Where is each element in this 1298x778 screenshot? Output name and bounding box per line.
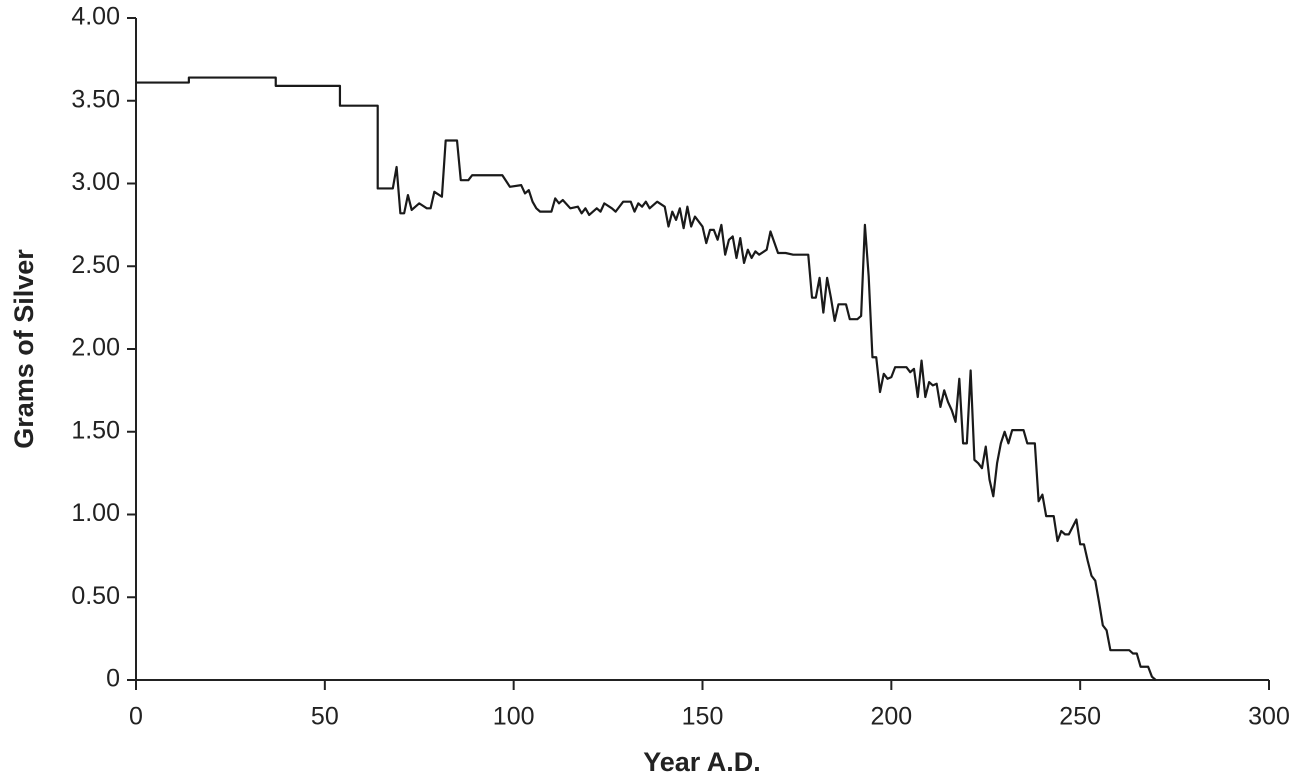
y-tick-label: 3.00 (71, 168, 120, 196)
x-tick-label: 300 (1248, 703, 1290, 731)
x-tick-label: 250 (1059, 703, 1101, 731)
y-tick-label: 2.50 (71, 251, 120, 279)
y-axis-title: Grams of Silver (9, 249, 39, 449)
x-tick-label: 0 (129, 703, 143, 731)
x-tick-label: 100 (493, 703, 535, 731)
y-tick-label: 3.50 (71, 85, 120, 113)
x-tick-label: 150 (682, 703, 724, 731)
y-tick-label: 4.00 (71, 3, 120, 31)
y-tick-label: 0.50 (71, 582, 120, 610)
x-tick-label: 200 (870, 703, 912, 731)
y-tick-label: 1.00 (71, 499, 120, 527)
y-tick-label: 2.00 (71, 334, 120, 362)
data-line (136, 76, 1157, 681)
y-tick-label: 1.50 (71, 416, 120, 444)
y-tick-label: 0 (106, 665, 120, 693)
x-tick-label: 50 (311, 703, 339, 731)
x-axis-title: Year A.D. (643, 747, 761, 777)
